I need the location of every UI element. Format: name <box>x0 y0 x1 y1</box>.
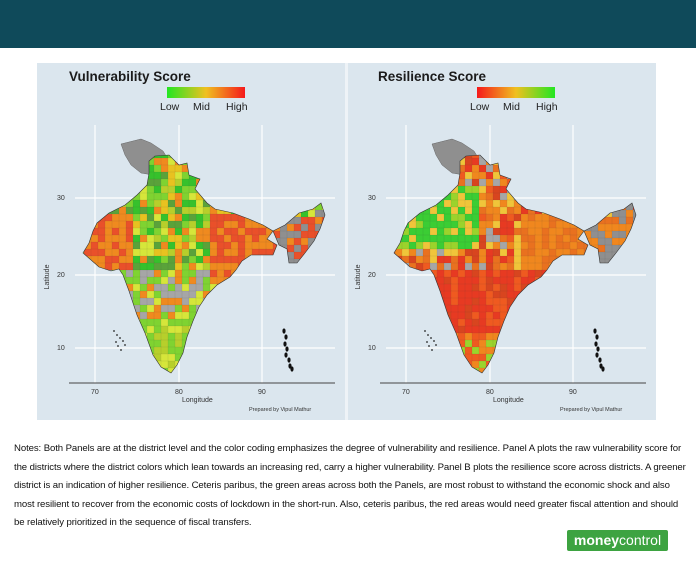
island-dot <box>431 349 433 351</box>
moneycontrol-logo[interactable]: moneycontrol <box>567 530 668 551</box>
map-plot: 30 20 10 70 80 90 Longitude Latitude Prepared by… <box>44 125 335 413</box>
x-tick-label: 90 <box>569 389 577 396</box>
island-dot <box>428 345 430 347</box>
y-tick-label: 20 <box>57 272 65 279</box>
island-dot <box>283 341 287 347</box>
northeast-mosaic <box>584 203 636 263</box>
island-dot <box>285 346 289 352</box>
legend-mid: Mid <box>503 101 520 113</box>
legend-gradient <box>477 87 555 98</box>
map-plot: 30 20 10 70 80 90 Longitude Latitude Prepared by… <box>355 125 646 413</box>
island-dot <box>596 346 600 352</box>
panel-divider <box>345 63 348 420</box>
legend-low: Low <box>470 101 490 113</box>
y-axis-title: Latitude <box>44 264 51 289</box>
legend-gradient <box>167 87 245 98</box>
x-tick-label: 90 <box>258 389 266 396</box>
y-tick-label: 30 <box>57 195 65 202</box>
island-dot <box>594 341 598 347</box>
island-dot <box>430 337 432 339</box>
y-tick-label: 10 <box>368 345 376 352</box>
island-dot <box>282 328 286 334</box>
x-axis-title: Longitude <box>182 397 213 404</box>
figure: Vulnerability Score Low Mid High 30 20 10 7… <box>37 63 656 420</box>
panel-title: Resilience Score <box>378 69 487 84</box>
y-tick-label: 30 <box>368 195 376 202</box>
island-dot <box>120 349 122 351</box>
panel-resilience: Resilience Score Low Mid High 30 20 10 70 80… <box>348 63 656 420</box>
island-dot <box>424 330 426 332</box>
legend-high: High <box>226 101 248 113</box>
panel-vulnerability: Vulnerability Score Low Mid High 30 20 10 7… <box>37 63 345 420</box>
island-dot <box>426 341 428 343</box>
northeast-mosaic <box>273 203 325 263</box>
x-tick-label: 80 <box>175 389 183 396</box>
island-dot <box>290 366 294 372</box>
y-tick-label: 20 <box>368 272 376 279</box>
island-dot <box>593 328 597 334</box>
island-dot <box>427 334 429 336</box>
island-dot <box>284 352 288 358</box>
credit-text: Prepared by Vipul Mathur <box>560 407 622 413</box>
x-tick-label: 70 <box>402 389 410 396</box>
legend-mid: Mid <box>193 101 210 113</box>
island-dot <box>601 366 605 372</box>
island-dot <box>433 340 435 342</box>
island-dot <box>119 337 121 339</box>
x-tick-label: 80 <box>486 389 494 396</box>
y-tick-label: 10 <box>57 345 65 352</box>
credit-text: Prepared by Vipul Mathur <box>249 407 311 413</box>
x-axis-title: Longitude <box>493 397 524 404</box>
island-dot <box>113 330 115 332</box>
island-dot <box>117 345 119 347</box>
y-axis-title: Latitude <box>355 264 362 289</box>
legend-low: Low <box>160 101 180 113</box>
panel-title: Vulnerability Score <box>69 69 191 84</box>
island-dot <box>122 340 124 342</box>
island-dot <box>124 344 126 346</box>
island-dot <box>284 334 288 340</box>
island-dot <box>287 357 291 363</box>
header-bar <box>0 0 696 48</box>
island-dot <box>116 334 118 336</box>
notes-text: Notes: Both Panels are at the district l… <box>14 443 686 528</box>
x-tick-label: 70 <box>91 389 99 396</box>
island-dot <box>595 334 599 340</box>
legend-high: High <box>536 101 558 113</box>
island-dot <box>598 357 602 363</box>
island-dot <box>115 341 117 343</box>
island-dot <box>435 344 437 346</box>
island-dot <box>595 352 599 358</box>
